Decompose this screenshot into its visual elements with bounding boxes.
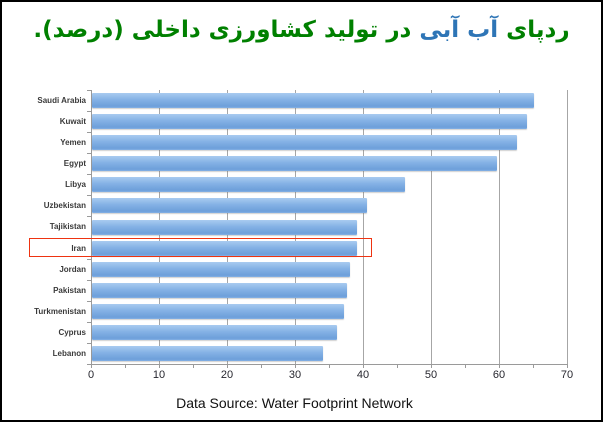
category-label-yemen: Yemen bbox=[60, 138, 86, 148]
chart-title-part-2: آب آبی bbox=[411, 17, 499, 43]
x-tick-label-30: 30 bbox=[288, 369, 302, 381]
x-axis-tick bbox=[295, 364, 296, 368]
gridline bbox=[567, 90, 568, 364]
gridline bbox=[363, 90, 364, 364]
category-label-jordan: Jordan bbox=[59, 264, 86, 274]
x-tick-label-20: 20 bbox=[220, 369, 234, 381]
y-axis-tick bbox=[87, 342, 91, 344]
y-axis-line bbox=[91, 90, 92, 365]
bar-tajikistan bbox=[92, 219, 358, 235]
chart-title-part-3: در تولید کشاورزی داخلی (درصد). bbox=[33, 17, 412, 43]
x-axis-tick bbox=[91, 364, 92, 368]
x-axis-tick bbox=[465, 364, 466, 368]
bar-iran bbox=[92, 240, 358, 256]
x-axis-tick bbox=[567, 364, 568, 368]
x-axis-tick bbox=[363, 364, 364, 368]
category-label-tajikistan: Tajikistan bbox=[49, 222, 86, 232]
y-axis-tick bbox=[87, 216, 91, 218]
bar-jordan bbox=[92, 261, 351, 277]
bar-pakistan bbox=[92, 282, 347, 298]
chart-title: ردپای آب آبی در تولید کشاورزی داخلی (درص… bbox=[2, 14, 601, 46]
category-label-cyprus: Cyprus bbox=[58, 327, 86, 337]
bar-egypt bbox=[92, 156, 497, 172]
x-tick-label-70: 70 bbox=[560, 369, 574, 381]
x-axis-tick bbox=[193, 364, 194, 368]
bar-yemen bbox=[92, 135, 517, 151]
gridline bbox=[499, 90, 500, 364]
bar-turkmenistan bbox=[92, 303, 344, 319]
x-axis-tick bbox=[329, 364, 330, 368]
y-axis-tick bbox=[87, 258, 91, 260]
y-axis-tick bbox=[87, 153, 91, 155]
x-tick-label-40: 40 bbox=[356, 369, 370, 381]
category-label-iran: Iran bbox=[71, 243, 86, 253]
gridline bbox=[431, 90, 432, 364]
category-label-egypt: Egypt bbox=[63, 159, 86, 169]
category-label-uzbekistan: Uzbekistan bbox=[43, 201, 86, 211]
y-axis-tick bbox=[87, 90, 91, 91]
category-label-saudi-arabia: Saudi Arabia bbox=[37, 96, 86, 105]
bar-cyprus bbox=[92, 324, 337, 340]
y-axis-tick bbox=[87, 321, 91, 323]
x-axis-tick bbox=[499, 364, 500, 368]
x-tick-label-10: 10 bbox=[152, 369, 166, 381]
y-axis-tick bbox=[87, 174, 91, 176]
x-axis-tick bbox=[397, 364, 398, 368]
category-label-kuwait: Kuwait bbox=[59, 117, 86, 127]
category-label-turkmenistan: Turkmenistan bbox=[34, 306, 86, 316]
x-axis-tick bbox=[431, 364, 432, 368]
iran-highlight-box bbox=[29, 238, 372, 257]
x-axis-tick bbox=[159, 364, 160, 368]
x-tick-label-60: 60 bbox=[492, 369, 506, 381]
bar-libya bbox=[92, 177, 405, 193]
y-axis-tick bbox=[87, 279, 91, 281]
x-tick-label-50: 50 bbox=[424, 369, 438, 381]
bar-lebanon bbox=[92, 345, 324, 361]
x-axis-line bbox=[87, 364, 568, 365]
x-axis-tick bbox=[533, 364, 534, 368]
chart-title-part-1: ردپای bbox=[498, 17, 570, 43]
data-source-caption: Data Source: Water Footprint Network bbox=[176, 395, 413, 411]
x-axis-tick bbox=[227, 364, 228, 368]
y-axis-tick bbox=[87, 195, 91, 197]
y-axis-tick bbox=[87, 132, 91, 134]
bar-saudi-arabia bbox=[92, 93, 534, 109]
bar-uzbekistan bbox=[92, 198, 368, 214]
x-tick-label-0: 0 bbox=[87, 369, 95, 381]
bar-kuwait bbox=[92, 114, 528, 130]
category-label-libya: Libya bbox=[65, 180, 86, 190]
y-axis-tick bbox=[87, 111, 91, 113]
x-axis-tick bbox=[261, 364, 262, 368]
y-axis-tick bbox=[87, 364, 91, 365]
y-axis-tick bbox=[87, 300, 91, 302]
category-label-lebanon: Lebanon bbox=[52, 348, 86, 358]
x-axis-tick bbox=[125, 364, 126, 368]
category-label-pakistan: Pakistan bbox=[53, 285, 86, 295]
